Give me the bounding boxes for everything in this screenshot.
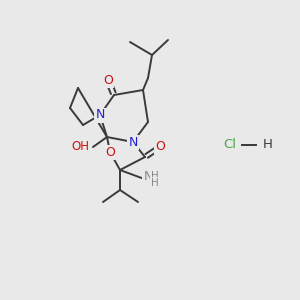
Text: O: O [155,140,165,154]
Text: N: N [128,136,138,148]
Text: H: H [263,139,273,152]
Text: H: H [151,171,159,181]
Text: H: H [151,178,159,188]
Text: O: O [105,146,115,158]
Text: N: N [143,169,153,182]
Text: O: O [103,74,113,86]
Text: OH: OH [71,140,89,154]
Text: N: N [95,109,105,122]
Text: Cl: Cl [224,139,236,152]
